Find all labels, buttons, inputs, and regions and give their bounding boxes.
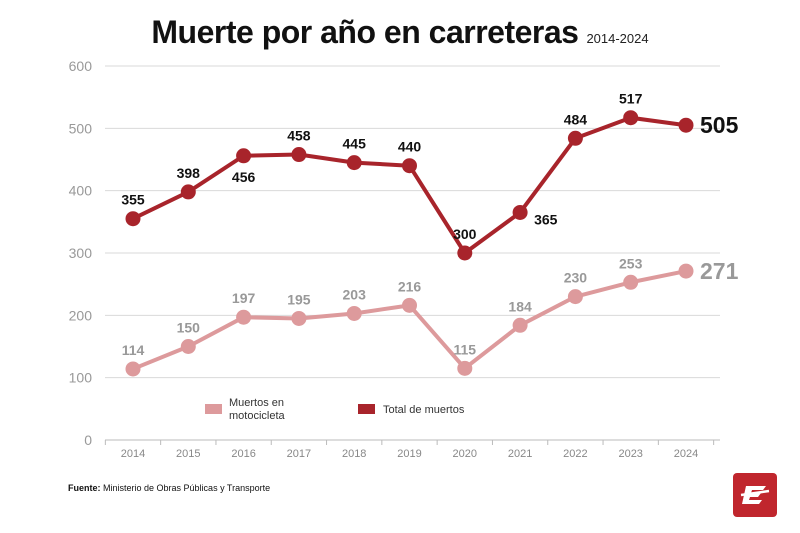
data-point-total	[457, 245, 473, 261]
x-tick-label: 2018	[342, 448, 366, 460]
x-tick-label: 2022	[563, 448, 587, 460]
x-tick-label: 2023	[618, 448, 642, 460]
data-label-moto: 197	[232, 290, 256, 306]
x-tick-label: 2016	[231, 448, 255, 460]
x-tick-label: 2014	[121, 448, 145, 460]
data-point-moto	[125, 361, 141, 377]
source-text: Ministerio de Obras Públicas y Transport…	[103, 483, 271, 493]
data-label-moto: 253	[619, 255, 643, 271]
data-label-moto: 271	[700, 258, 739, 284]
y-tick-label: 300	[69, 245, 93, 261]
x-tick-label: 2017	[287, 448, 311, 460]
y-tick-label: 400	[69, 183, 93, 199]
legend-label-moto-line1: Muertos en	[229, 397, 284, 409]
data-point-moto	[291, 310, 307, 326]
data-point-moto	[678, 263, 694, 279]
data-point-total	[512, 204, 528, 220]
data-label-moto: 115	[454, 341, 477, 357]
data-point-total	[678, 117, 694, 133]
data-label-total: 440	[398, 139, 422, 155]
data-point-total	[236, 148, 252, 164]
data-label-moto: 195	[287, 291, 311, 307]
y-tick-label: 200	[69, 307, 93, 323]
data-point-total	[291, 147, 307, 163]
legend-swatch-total	[358, 404, 375, 414]
legend-swatch-moto	[205, 404, 222, 414]
data-point-moto	[180, 339, 196, 354]
data-point-moto	[346, 305, 362, 321]
data-label-total: 517	[619, 91, 643, 107]
data-point-moto	[402, 297, 417, 313]
data-label-moto: 114	[122, 342, 145, 358]
data-label-total: 300	[453, 226, 477, 242]
y-tick-label: 0	[84, 432, 92, 448]
x-tick-label: 2015	[176, 448, 200, 460]
x-tick-label: 2020	[453, 448, 477, 460]
data-label-moto: 203	[343, 286, 367, 302]
data-label-total: 355	[121, 192, 145, 208]
source-note: Fuente: Ministerio de Obras Públicas y T…	[68, 483, 270, 493]
newspaper-logo-icon	[733, 473, 777, 517]
data-label-total: 458	[287, 128, 311, 144]
data-label-moto: 150	[177, 320, 201, 336]
chart-subtitle: 2014-2024	[586, 31, 649, 46]
data-point-total	[346, 155, 362, 171]
x-tick-label: 2021	[508, 448, 532, 460]
chart-title: Muerte por año en carreteras	[151, 14, 579, 50]
data-label-moto: 216	[398, 278, 422, 294]
data-point-total	[125, 211, 141, 227]
data-point-total	[567, 130, 583, 146]
data-point-moto	[567, 289, 583, 305]
legend-label-total: Total de muertos	[383, 404, 465, 416]
data-label-total: 456	[232, 169, 256, 185]
data-label-total: 505	[700, 112, 739, 138]
y-tick-label: 600	[69, 58, 93, 74]
y-tick-label: 100	[69, 370, 93, 386]
data-point-moto	[623, 274, 639, 290]
data-label-total: 484	[564, 111, 588, 127]
chart-header: Muerte por año en carreteras 2014-2024	[0, 14, 800, 51]
source-label: Fuente:	[68, 483, 101, 493]
data-point-moto	[512, 317, 528, 333]
data-label-total: 365	[534, 211, 558, 227]
x-tick-label: 2024	[674, 448, 698, 460]
data-point-total	[402, 158, 417, 174]
data-point-total	[623, 110, 639, 126]
data-label-moto: 184	[508, 298, 532, 314]
data-label-total: 445	[343, 136, 367, 152]
legend-label-moto-line2: motocicleta	[229, 410, 286, 422]
data-label-total: 398	[177, 165, 201, 181]
data-point-moto	[457, 360, 473, 376]
data-point-total	[180, 184, 196, 200]
data-label-moto: 230	[564, 270, 588, 286]
x-tick-label: 2019	[397, 448, 421, 460]
data-point-moto	[236, 309, 252, 325]
y-tick-label: 500	[69, 120, 93, 136]
